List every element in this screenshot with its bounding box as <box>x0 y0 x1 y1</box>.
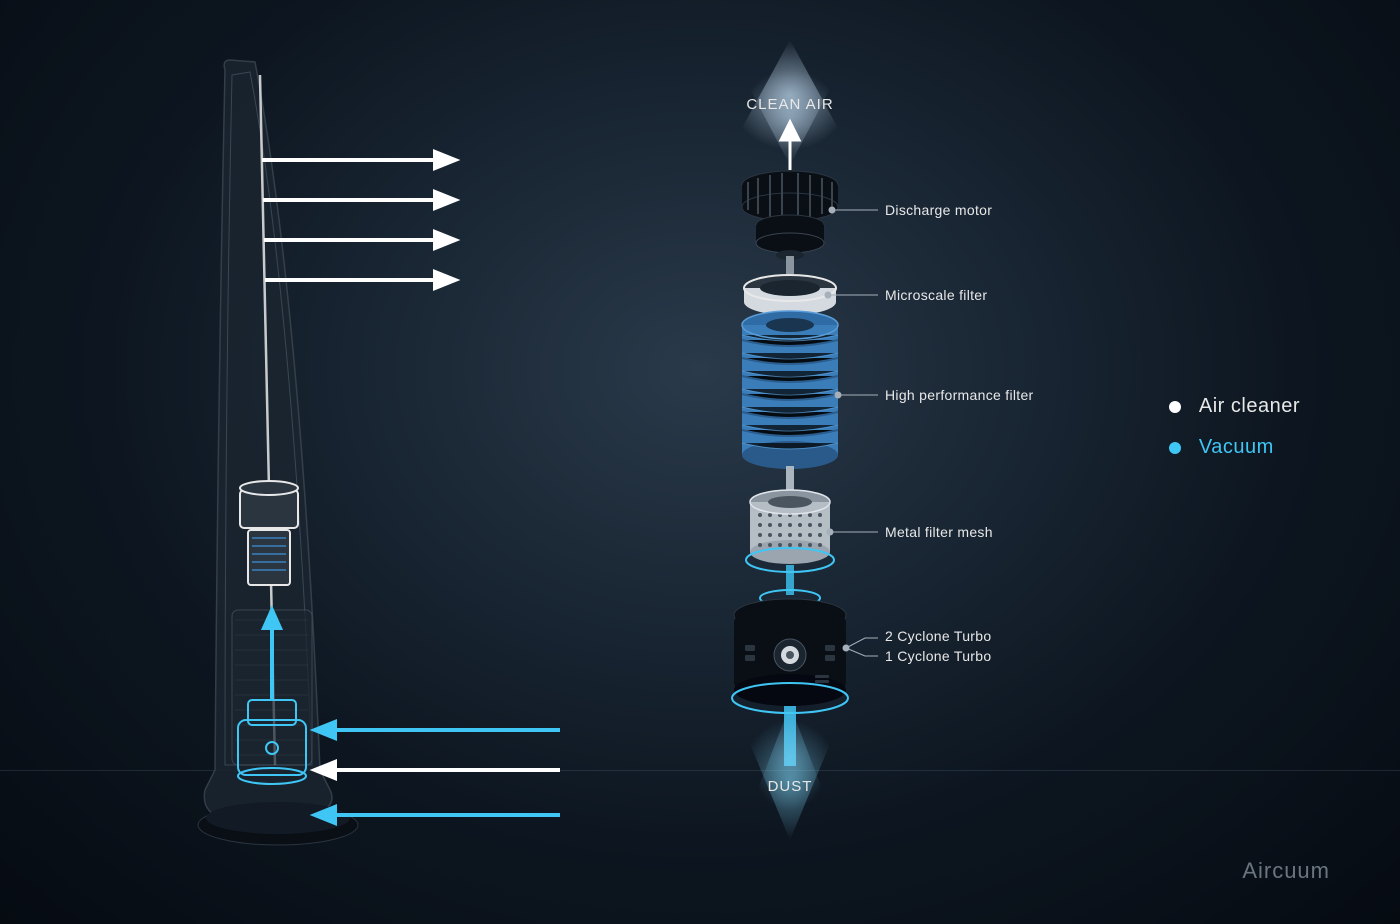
legend-dot-white <box>1169 401 1181 413</box>
legend-air-cleaner: Air cleaner <box>1169 395 1300 418</box>
cyclone-turbo <box>732 599 848 713</box>
brand-mark: Aircuum <box>1242 858 1330 884</box>
microscale-filter <box>744 275 836 315</box>
tower-white-arrows <box>262 152 455 288</box>
tower-white-intake <box>315 762 560 778</box>
tower-group <box>198 60 560 845</box>
legend-label-vacuum: Vacuum <box>1199 436 1274 459</box>
legend-dot-cyan <box>1169 442 1181 454</box>
discharge-motor <box>742 171 838 260</box>
hp-filter <box>742 311 838 469</box>
callout-microscale-filter: Microscale filter <box>885 287 987 303</box>
callout-cyclone-2: 2 Cyclone Turbo <box>885 628 991 644</box>
tower-filter-module <box>240 481 298 585</box>
legend-vacuum: Vacuum <box>1169 436 1300 459</box>
callout-cyclone-1: 1 Cyclone Turbo <box>885 648 991 664</box>
metal-mesh <box>746 490 834 572</box>
dust-label: DUST <box>740 778 840 795</box>
exploded-group <box>730 40 850 840</box>
legend: Air cleaner Vacuum <box>1169 395 1300 477</box>
callout-hp-filter: High performance filter <box>885 387 1034 403</box>
clean-air-label: CLEAN AIR <box>740 96 840 113</box>
callout-discharge-motor: Discharge motor <box>885 202 992 218</box>
tower-cyan-intake <box>315 722 560 823</box>
callout-metal-mesh: Metal filter mesh <box>885 524 993 540</box>
legend-label-air-cleaner: Air cleaner <box>1199 395 1300 418</box>
